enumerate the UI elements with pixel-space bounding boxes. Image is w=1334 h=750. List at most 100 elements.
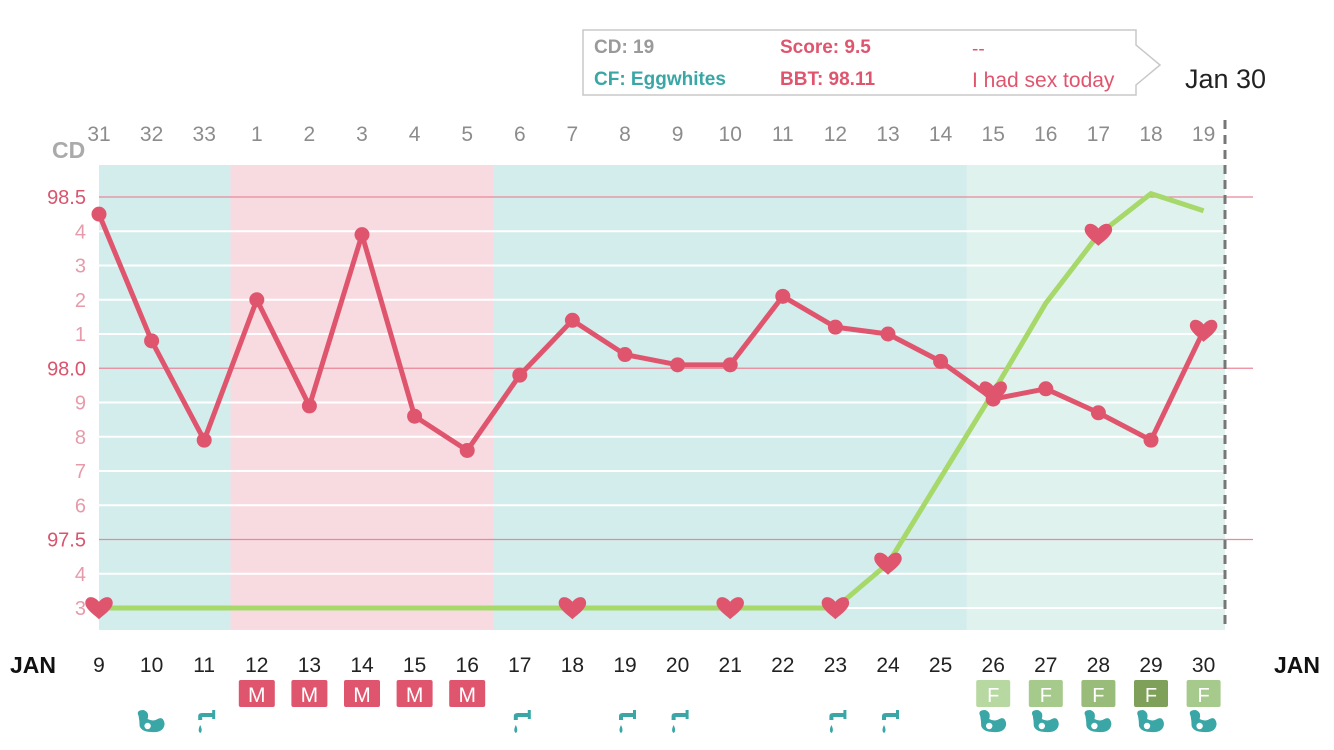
fertile-badge[interactable] xyxy=(1134,680,1168,707)
bbt-point[interactable] xyxy=(144,333,160,349)
date-label: 30 xyxy=(1192,654,1215,677)
fertile-badge-label: F xyxy=(1092,685,1104,707)
bbt-point[interactable] xyxy=(1143,432,1159,448)
y-tick-label: 97.5 xyxy=(47,530,86,552)
cycle-day-label: 6 xyxy=(514,123,526,146)
bbt-line xyxy=(96,213,1206,453)
date-label: 29 xyxy=(1139,654,1162,677)
phase-band-follicular xyxy=(493,165,967,630)
eggwhite-fluid-icon[interactable] xyxy=(137,710,165,733)
cycle-day-label: 12 xyxy=(824,123,847,146)
month-label-right: JAN xyxy=(1274,652,1320,678)
ovulation-heart-marker[interactable] xyxy=(558,597,587,620)
fertile-badge-label: F xyxy=(1197,685,1209,707)
bbt-point[interactable] xyxy=(1090,405,1106,421)
tooltip-note-dash: -- xyxy=(972,39,985,60)
cycle-day-label: 17 xyxy=(1087,123,1110,146)
menstruation-badge-label: M xyxy=(353,684,371,707)
y-tick-label: 7 xyxy=(75,461,86,483)
tooltip-note: I had sex today xyxy=(972,69,1115,92)
y-tick-label: 98.5 xyxy=(47,187,86,209)
date-label: 21 xyxy=(719,654,742,677)
cycle-day-label: 3 xyxy=(356,123,368,146)
fertile-badge[interactable] xyxy=(976,680,1011,707)
date-label: 10 xyxy=(140,654,163,677)
watery-fluid-icon[interactable] xyxy=(513,710,531,733)
eggwhite-fluid-icon[interactable] xyxy=(1031,710,1059,733)
watery-fluid-icon[interactable] xyxy=(619,710,636,733)
fertile-badge[interactable] xyxy=(1186,680,1221,707)
bbt-point[interactable] xyxy=(617,347,633,363)
watery-fluid-icon[interactable] xyxy=(829,710,847,733)
ovulation-heart-marker[interactable] xyxy=(821,597,850,620)
bbt-point[interactable] xyxy=(933,353,949,369)
date-label: 14 xyxy=(350,654,374,677)
menstruation-badge[interactable] xyxy=(238,680,275,707)
fertile-badge[interactable] xyxy=(1028,680,1063,707)
day-detail-tooltip[interactable]: CD: 19 CF: Eggwhites Score: 9.5 BBT: 98.… xyxy=(582,29,1162,96)
date-label: 22 xyxy=(771,654,794,677)
cd-axis-label: CD xyxy=(52,137,85,163)
bbt-point[interactable] xyxy=(722,357,738,373)
bbt-point[interactable] xyxy=(407,408,423,424)
date-label: 26 xyxy=(982,654,1005,677)
y-tick-label: 1 xyxy=(75,324,86,346)
bbt-point[interactable] xyxy=(775,288,791,304)
bbt-point[interactable] xyxy=(459,442,475,458)
cycle-day-label: 33 xyxy=(193,123,216,146)
menstruation-badge[interactable] xyxy=(396,680,433,707)
tooltip-cd: CD: 19 xyxy=(594,37,655,58)
bbt-point[interactable] xyxy=(827,319,843,335)
menstruation-badge[interactable] xyxy=(344,680,380,707)
date-label: 17 xyxy=(508,654,531,677)
month-label-left: JAN xyxy=(10,652,56,678)
ovulation-heart-marker[interactable] xyxy=(85,597,113,620)
date-label: 20 xyxy=(666,654,689,677)
watery-fluid-icon[interactable] xyxy=(882,710,899,733)
menstruation-badge-label: M xyxy=(406,684,424,707)
bbt-point[interactable] xyxy=(985,391,1001,407)
cycle-day-label: 2 xyxy=(304,123,316,146)
cycle-day-label: 11 xyxy=(772,123,794,146)
bbt-point[interactable] xyxy=(354,227,370,243)
bbt-point[interactable] xyxy=(91,206,107,222)
date-label: 27 xyxy=(1034,654,1057,677)
ovulation-heart-marker[interactable] xyxy=(874,552,902,575)
ovulation-heart-marker[interactable] xyxy=(716,597,744,620)
eggwhite-yolk-dot xyxy=(1196,722,1203,730)
eggwhite-fluid-icon[interactable] xyxy=(1084,710,1112,733)
selected-date-label: Jan 30 xyxy=(1185,64,1267,94)
cycle-day-label: 4 xyxy=(409,123,421,146)
cycle-day-label: 19 xyxy=(1192,123,1215,146)
eggwhite-yolk-dot xyxy=(1143,722,1151,730)
bbt-point[interactable] xyxy=(249,292,265,308)
date-label: 24 xyxy=(876,654,900,677)
eggwhite-fluid-icon[interactable] xyxy=(1189,710,1217,733)
tooltip-bubble xyxy=(582,29,1162,96)
ovulation-heart-marker[interactable] xyxy=(1084,223,1113,246)
bbt-point[interactable] xyxy=(880,326,896,342)
bbt-point[interactable] xyxy=(1038,381,1054,397)
eggwhite-yolk-dot xyxy=(144,722,151,730)
watery-fluid-icon[interactable] xyxy=(198,710,216,733)
cycle-day-label: 31 xyxy=(87,123,110,146)
bbt-point[interactable] xyxy=(512,367,528,383)
y-tick-label: 8 xyxy=(75,427,86,449)
date-label: 13 xyxy=(298,654,321,677)
cycle-day-label: 1 xyxy=(251,123,263,146)
date-label: 9 xyxy=(93,654,105,677)
menstruation-badge-label: M xyxy=(248,684,266,707)
menstruation-badge-label: M xyxy=(458,684,476,707)
fertile-badge[interactable] xyxy=(1081,680,1116,707)
bbt-point[interactable] xyxy=(196,432,212,448)
bbt-heart-marker[interactable] xyxy=(1189,319,1218,342)
y-tick-label: 3 xyxy=(75,256,86,278)
menstruation-badge[interactable] xyxy=(449,680,486,707)
bbt-point[interactable] xyxy=(670,357,686,373)
eggwhite-fluid-icon[interactable] xyxy=(1137,710,1164,733)
bbt-point[interactable] xyxy=(564,312,580,328)
eggwhite-fluid-icon[interactable] xyxy=(979,710,1007,733)
bbt-point[interactable] xyxy=(301,398,317,414)
menstruation-badge[interactable] xyxy=(291,680,328,707)
watery-fluid-icon[interactable] xyxy=(671,710,689,733)
